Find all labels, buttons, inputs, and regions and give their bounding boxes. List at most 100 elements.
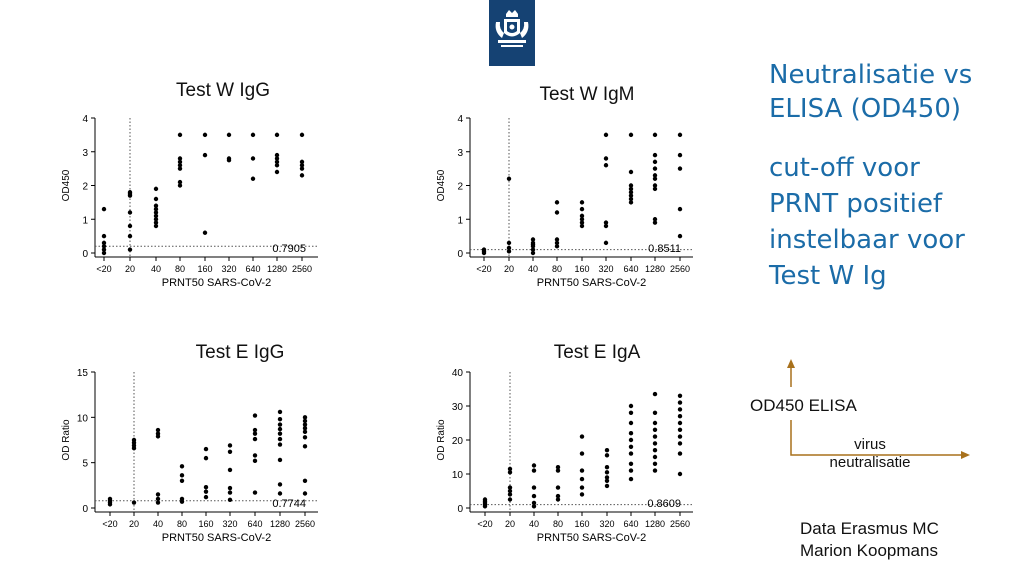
data-point — [677, 166, 683, 171]
data-point — [131, 445, 137, 451]
data-point — [579, 485, 585, 490]
data-point — [628, 193, 634, 198]
data-point — [153, 213, 159, 219]
data-point — [579, 434, 585, 439]
data-point — [252, 458, 258, 464]
chart-title-test-w-igm: Test W IgM — [539, 84, 635, 105]
chart-title-test-e-iga: Test E IgA — [553, 342, 641, 363]
slide-title-line-2: ELISA (OD450) — [769, 94, 962, 124]
data-point — [101, 240, 107, 246]
data-point — [555, 465, 561, 470]
data-point — [203, 494, 209, 500]
data-point — [250, 176, 256, 181]
data-point — [507, 485, 513, 490]
y-tick-label: 10 — [77, 413, 89, 424]
data-point — [652, 159, 658, 165]
data-point — [652, 448, 658, 453]
royal-coat-of-arms-icon — [495, 10, 529, 47]
data-point — [274, 152, 280, 158]
data-point — [677, 400, 683, 405]
data-point — [227, 449, 233, 454]
y-axis-label: OD Ratio — [436, 419, 447, 461]
government-logo — [489, 0, 535, 66]
data-point — [177, 132, 183, 138]
data-point — [652, 441, 658, 446]
data-point — [652, 186, 658, 192]
data-point — [299, 132, 305, 138]
data-point — [604, 453, 610, 458]
data-point — [554, 237, 560, 242]
data-point — [101, 247, 107, 252]
data-point — [127, 223, 133, 229]
data-point — [530, 250, 536, 256]
data-point — [554, 210, 560, 215]
data-point — [628, 186, 634, 192]
y-tick-label: 4 — [457, 114, 463, 125]
data-point — [277, 431, 283, 436]
data-point — [277, 409, 283, 415]
data-point — [277, 426, 283, 432]
y-tick-label: 2 — [457, 182, 463, 193]
data-point — [677, 407, 683, 412]
data-point — [677, 393, 683, 398]
data-point — [155, 434, 161, 439]
x-tick-label: 1280 — [645, 264, 665, 274]
x-tick-label: 160 — [574, 264, 589, 274]
data-point — [277, 491, 283, 496]
data-point — [677, 233, 683, 239]
y-axis-label: OD450 — [61, 169, 72, 201]
data-credit: Data Erasmus MC Marion Koopmans — [800, 518, 1000, 562]
data-point — [677, 414, 683, 419]
data-point — [227, 485, 233, 491]
data-point — [203, 455, 209, 461]
data-point — [274, 163, 280, 168]
data-point — [227, 497, 233, 503]
data-point — [579, 206, 585, 212]
slide-title: Neutralisatie vs ELISA (OD450) — [769, 58, 1019, 126]
data-point — [652, 427, 658, 432]
slide-subtitle-line-4: Test W Ig — [769, 261, 887, 291]
data-point — [153, 196, 159, 202]
data-point — [604, 478, 610, 483]
data-point — [652, 391, 658, 397]
data-point — [299, 159, 305, 165]
data-point — [531, 485, 537, 490]
data-point — [252, 490, 258, 495]
data-point — [177, 159, 183, 165]
data-point — [604, 483, 610, 489]
od-elisa-label: OD450 ELISA — [750, 396, 857, 415]
data-point — [302, 444, 308, 449]
data-point — [531, 504, 537, 509]
data-point — [299, 173, 305, 178]
data-point — [555, 468, 561, 473]
data-point — [302, 426, 308, 431]
data-point — [506, 249, 512, 254]
data-point — [507, 488, 513, 494]
data-point — [652, 220, 658, 225]
data-point — [277, 422, 283, 427]
x-tick-label: 20 — [504, 264, 514, 274]
x-tick-label: 320 — [222, 519, 237, 529]
data-point — [677, 451, 683, 456]
y-axis-label: OD450 — [436, 169, 447, 201]
data-point — [628, 169, 634, 175]
data-point — [628, 437, 634, 443]
data-point — [507, 492, 513, 497]
x-tick-label: <20 — [102, 519, 117, 529]
data-point — [179, 464, 185, 469]
virus-label-line-1: virus — [854, 436, 886, 453]
data-point — [555, 493, 561, 499]
data-point — [677, 471, 683, 477]
x-tick-label: 20 — [505, 519, 515, 529]
data-point — [302, 435, 308, 440]
x-tick-label: <20 — [96, 264, 111, 274]
data-point — [153, 220, 159, 225]
data-point — [579, 451, 585, 456]
x-tick-label: 2560 — [670, 264, 690, 274]
y-axis-label: OD Ratio — [61, 419, 72, 461]
data-point — [677, 441, 683, 446]
x-tick-label: 20 — [125, 264, 135, 274]
y-tick-label: 1 — [82, 215, 88, 226]
data-point — [579, 217, 585, 222]
